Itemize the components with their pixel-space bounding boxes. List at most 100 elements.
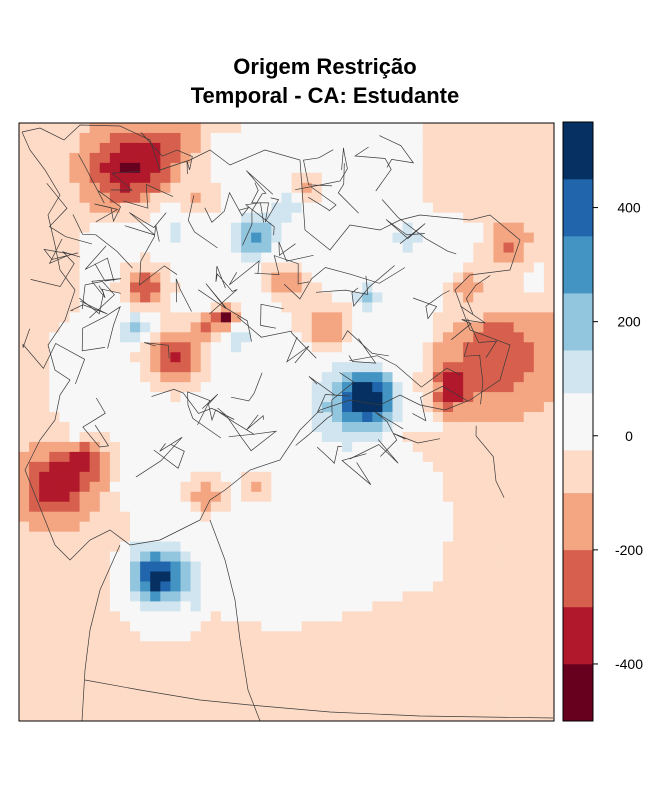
heatmap-cell bbox=[29, 511, 40, 523]
heatmap-cell bbox=[352, 302, 363, 313]
heatmap-cell bbox=[79, 621, 91, 632]
heatmap-cell bbox=[402, 531, 414, 542]
heatmap-cell bbox=[483, 162, 494, 174]
heatmap-cell bbox=[109, 182, 121, 194]
heatmap-cell bbox=[442, 242, 454, 253]
heatmap-cell bbox=[503, 242, 515, 253]
heatmap-cell bbox=[422, 481, 434, 493]
heatmap-cell bbox=[59, 152, 70, 164]
heatmap-cell bbox=[59, 441, 70, 453]
colorbar-tick-label: -400 bbox=[615, 656, 643, 672]
heatmap-cell bbox=[251, 511, 262, 523]
heatmap-cell bbox=[150, 651, 161, 662]
heatmap-cell bbox=[29, 611, 40, 622]
heatmap-cell bbox=[241, 571, 252, 582]
heatmap-cell bbox=[342, 711, 353, 722]
heatmap-cell bbox=[422, 541, 434, 552]
heatmap-cell bbox=[493, 631, 504, 642]
heatmap-cell bbox=[69, 372, 80, 383]
heatmap-cell bbox=[49, 501, 60, 513]
heatmap-cell bbox=[49, 152, 60, 164]
heatmap-cell bbox=[119, 162, 131, 174]
heatmap-cell bbox=[241, 431, 252, 443]
heatmap-cell bbox=[150, 471, 161, 483]
heatmap-cell bbox=[170, 392, 181, 403]
heatmap-cell bbox=[382, 581, 393, 592]
heatmap-cell bbox=[119, 212, 131, 224]
heatmap-cell bbox=[493, 661, 504, 672]
heatmap-cell bbox=[200, 212, 212, 224]
heatmap-cell bbox=[352, 412, 363, 423]
heatmap-cell bbox=[503, 352, 515, 363]
heatmap-cell bbox=[119, 252, 131, 263]
heatmap-cell bbox=[150, 511, 161, 523]
heatmap-cell bbox=[331, 691, 343, 702]
heatmap-cell bbox=[210, 162, 222, 174]
heatmap-cell bbox=[49, 182, 60, 194]
district-line bbox=[260, 303, 284, 329]
heatmap-cell bbox=[150, 212, 161, 224]
heatmap-cell bbox=[79, 451, 91, 463]
heatmap-cell bbox=[342, 581, 353, 592]
heatmap-cell bbox=[261, 481, 272, 493]
heatmap-cell bbox=[19, 691, 30, 702]
heatmap-cell bbox=[513, 252, 525, 263]
heatmap-cell bbox=[200, 202, 212, 214]
heatmap-cell bbox=[513, 431, 525, 443]
heatmap-cell bbox=[230, 501, 242, 513]
heatmap-cell bbox=[180, 681, 191, 692]
heatmap-cell bbox=[473, 412, 484, 423]
heatmap-cell bbox=[342, 531, 353, 542]
heatmap-cell bbox=[220, 402, 232, 413]
heatmap-cell bbox=[342, 152, 353, 164]
heatmap-cell bbox=[533, 521, 545, 533]
heatmap-cell bbox=[89, 561, 101, 572]
heatmap-cell bbox=[99, 691, 111, 702]
heatmap-cell bbox=[39, 272, 50, 283]
heatmap-cell bbox=[160, 152, 171, 164]
heatmap-cell bbox=[301, 521, 313, 533]
heatmap-cell bbox=[321, 621, 333, 632]
heatmap-cell bbox=[473, 551, 484, 562]
heatmap-cell bbox=[89, 262, 101, 273]
heatmap-cell bbox=[463, 651, 474, 662]
heatmap-cell bbox=[382, 601, 393, 612]
heatmap-cell bbox=[442, 631, 454, 642]
colorbar-bin bbox=[563, 549, 593, 608]
heatmap-cell bbox=[412, 192, 424, 204]
heatmap-cell bbox=[513, 501, 525, 513]
heatmap-cell bbox=[190, 601, 202, 612]
heatmap-cell bbox=[503, 471, 515, 483]
heatmap-cell bbox=[49, 711, 60, 722]
heatmap-cell bbox=[453, 611, 464, 622]
heatmap-cell bbox=[321, 681, 333, 692]
heatmap-cell bbox=[513, 521, 525, 533]
heatmap-cell bbox=[392, 431, 403, 443]
heatmap-cell bbox=[271, 631, 282, 642]
heatmap-cell bbox=[453, 212, 464, 224]
heatmap-cell bbox=[99, 631, 111, 642]
heatmap-cell bbox=[382, 272, 393, 283]
heatmap-cell bbox=[241, 382, 252, 393]
heatmap-cell bbox=[442, 701, 454, 712]
heatmap-cell bbox=[503, 441, 515, 453]
heatmap-cell bbox=[160, 571, 171, 582]
heatmap-cell bbox=[523, 501, 535, 513]
heatmap-cell bbox=[402, 412, 414, 423]
heatmap-cell bbox=[301, 132, 313, 144]
heatmap-cell bbox=[109, 172, 121, 184]
heatmap-cell bbox=[170, 711, 181, 722]
heatmap-cell bbox=[271, 581, 282, 592]
district-line bbox=[341, 330, 389, 357]
heatmap-cell bbox=[382, 222, 393, 234]
heatmap-cell bbox=[513, 172, 525, 184]
heatmap-cell bbox=[89, 531, 101, 542]
heatmap-cell bbox=[261, 322, 272, 333]
heatmap-cell bbox=[99, 571, 111, 582]
heatmap-cell bbox=[392, 252, 403, 263]
heatmap-cell bbox=[241, 581, 252, 592]
heatmap-cell bbox=[412, 561, 424, 572]
heatmap-cell bbox=[543, 561, 555, 572]
